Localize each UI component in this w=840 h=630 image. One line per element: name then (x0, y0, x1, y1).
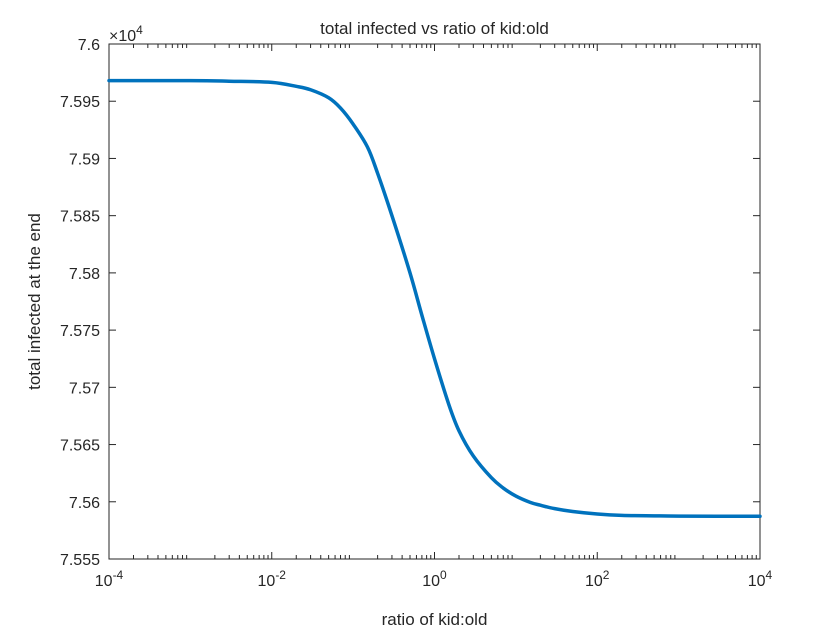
y-tick-label: 7.595 (60, 94, 100, 111)
x-tick-label: 102 (585, 568, 610, 590)
y-axis-exponent-power: 4 (136, 23, 143, 37)
tick-labels-layer: 10-4 10-2 100 102 1047.5557.567.5657.577.575… (60, 37, 773, 590)
x-tick-label-base: 10 (422, 573, 440, 590)
x-tick-label-base: 10 (748, 573, 766, 590)
y-tick-label: 7.6 (78, 37, 100, 54)
y-tick-label: 7.575 (60, 323, 100, 340)
y-tick-label: 7.59 (69, 151, 100, 168)
series-line (107, 78, 762, 519)
x-tick-label-base: 10 (95, 573, 113, 590)
plot-area (108, 43, 761, 560)
y-tick-label: 7.58 (69, 266, 100, 283)
x-tick-label: 104 (748, 568, 773, 590)
x-tick-label-exponent: -4 (113, 568, 124, 582)
x-axis-label: ratio of kid:old (382, 610, 488, 629)
y-axis-label: total infected at the end (25, 213, 44, 390)
y-tick-label: 7.555 (60, 552, 100, 569)
y-tick-label: 7.56 (69, 495, 100, 512)
x-tick-label: 10-4 (95, 568, 124, 590)
y-tick-label: 7.585 (60, 209, 100, 226)
y-tick-label: 7.57 (69, 380, 100, 397)
x-tick-label-exponent: 2 (603, 568, 610, 582)
chart-title: total infected vs ratio of kid:old (320, 19, 549, 38)
x-tick-label-exponent: 0 (440, 568, 447, 582)
x-tick-label-exponent: 4 (766, 568, 773, 582)
x-tick-label-base: 10 (258, 573, 276, 590)
y-tick-label: 7.565 (60, 438, 100, 455)
ticks-layer (108, 43, 761, 560)
x-tick-label: 10-2 (258, 568, 287, 590)
x-tick-label: 100 (422, 568, 447, 590)
y-axis-exponent-base: ×10 (109, 28, 136, 45)
x-tick-label-exponent: -2 (275, 568, 286, 582)
y-axis-exponent: ×104 (109, 23, 143, 45)
x-tick-label-base: 10 (585, 573, 603, 590)
